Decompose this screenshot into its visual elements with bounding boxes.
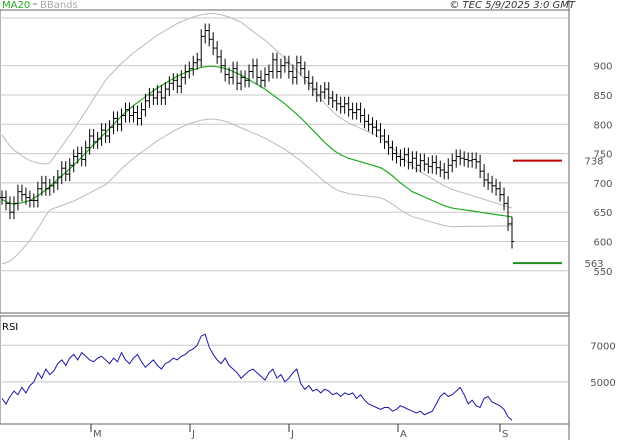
x-tick-label: M (93, 429, 102, 440)
price-tick-label: 700 (593, 179, 612, 190)
price-tick-label: 850 (593, 91, 612, 102)
price-gridlines: 550 600 650 700 750 800 850 900 (0, 17, 613, 278)
price-series-group (0, 13, 514, 265)
price-tick-label: 600 (593, 237, 612, 248)
rsi-series-group (1, 333, 513, 421)
price-tick-label: 800 (593, 120, 612, 131)
rsi-tick-label: 7000 (590, 341, 615, 352)
support-level-label: 563 (584, 259, 603, 270)
price-tick-label: 550 (593, 267, 612, 278)
x-tick-label: J (290, 429, 294, 440)
rsi-panel-label: RSI (2, 322, 18, 333)
x-tick-label: J (191, 429, 195, 440)
rsi-tick-label: 5000 (590, 378, 615, 389)
bbands-legend-label: BBands (40, 0, 78, 11)
x-tick-label: S (502, 429, 508, 440)
copyright-timestamp: © TEC 5/9/2025 3:0 GMT (449, 0, 576, 11)
bbands-upper-line (1, 13, 513, 209)
bbands-lower-line (1, 118, 513, 265)
rsi-panel (0, 315, 570, 425)
ma20-legend-label: MA20 (2, 0, 30, 11)
x-tick-label: A (400, 429, 407, 440)
price-tick-label: 900 (593, 62, 612, 73)
price-tick-label: 650 (593, 208, 612, 219)
rsi-line (1, 333, 513, 421)
resistance-level-label: 738 (584, 157, 603, 168)
price-tick-label: 750 (593, 150, 612, 161)
level-lines: 738 563 (513, 157, 604, 270)
